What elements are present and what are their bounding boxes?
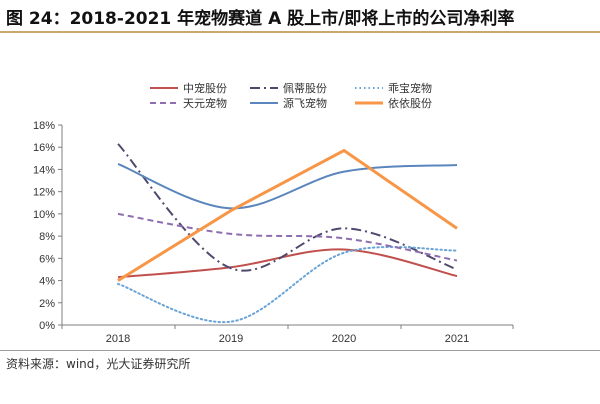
y-tick-label: 16% — [33, 142, 55, 154]
y-tick-label: 14% — [33, 164, 55, 176]
series-line-2 — [117, 245, 458, 324]
chart-axes: 0% 2% 4% 6% 8% 10% 12% 14% 16% 18% 2018 2019 2020 202… — [33, 120, 514, 345]
series-line-0 — [117, 248, 458, 279]
chart-lines — [117, 143, 458, 324]
source-note: 资料来源：wind，光大证券研究所 — [6, 357, 191, 371]
y-tick-label: 6% — [39, 253, 55, 265]
source-rule — [0, 350, 600, 351]
series-line-1 — [117, 143, 458, 272]
legend-label: 依依股份 — [388, 97, 432, 110]
y-tick-label: 4% — [39, 276, 55, 288]
y-tick-label: 12% — [33, 187, 55, 199]
y-tick-label: 2% — [39, 298, 55, 310]
series-line-5 — [117, 148, 458, 282]
legend-label: 中宠股份 — [183, 81, 227, 95]
figure-title: 图 24：2018-2021 年宠物赛道 A 股上市/即将上市的公司净利率 — [6, 9, 515, 29]
y-tick-label: 0% — [39, 320, 55, 332]
legend-label: 源飞宠物 — [283, 96, 327, 110]
x-tick-label: 2019 — [219, 333, 243, 345]
series-line-3 — [117, 212, 458, 262]
legend-label: 佩蒂股份 — [283, 81, 327, 95]
series-line-4 — [117, 162, 458, 210]
x-tick-label: 2020 — [332, 333, 356, 345]
title-rule — [0, 31, 600, 33]
x-tick-label: 2018 — [106, 333, 130, 345]
y-tick-label: 10% — [33, 209, 55, 221]
x-tick-label: 2021 — [445, 333, 469, 345]
y-tick-label: 18% — [33, 120, 55, 132]
legend-label: 天元宠物 — [183, 96, 227, 110]
y-tick-label: 8% — [39, 231, 55, 243]
legend-label: 乖宝宠物 — [388, 81, 432, 95]
